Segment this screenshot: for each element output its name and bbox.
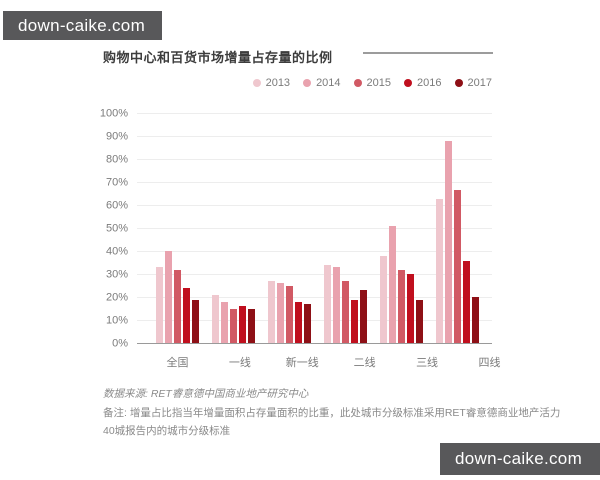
y-tick-label: 80%	[105, 153, 128, 166]
legend-dot-icon	[303, 79, 312, 87]
legend-item-2017: 2017	[454, 77, 492, 89]
bar-2013	[380, 255, 387, 343]
y-tick-label: 60%	[105, 199, 128, 212]
bar-group-二线	[324, 114, 367, 343]
gridline	[137, 182, 492, 183]
gridline	[137, 274, 492, 275]
legend-dot-icon	[252, 79, 261, 87]
y-tick-label: 20%	[105, 291, 128, 304]
legend-label: 2015	[366, 77, 392, 89]
x-tick-label: 新一线	[285, 357, 319, 369]
footnote-line2: 40城报告内的城市分级标准	[103, 425, 231, 437]
y-tick-label: 70%	[105, 176, 128, 189]
x-tick-label: 三线	[416, 357, 439, 369]
bar-group-四线	[436, 114, 479, 343]
legend-dot-icon	[454, 79, 463, 87]
legend-label: 2017	[467, 77, 492, 89]
gridline	[137, 251, 492, 252]
x-axis-line	[137, 343, 492, 344]
bar-2013	[156, 267, 163, 343]
y-tick-label: 40%	[105, 245, 128, 258]
legend-item-2014: 2014	[303, 77, 341, 89]
bar-2016	[295, 301, 302, 343]
chart-title: 购物中心和百货市场增量占存量的比例	[103, 50, 333, 65]
gridline	[137, 113, 492, 114]
bar-group-全国	[156, 114, 199, 343]
gridline	[137, 228, 492, 229]
legend-item-2016: 2016	[404, 77, 442, 89]
legend-label: 2016	[417, 77, 442, 89]
bar-2015	[342, 281, 349, 343]
bar-group-三线	[380, 114, 423, 343]
bar-2014	[445, 141, 452, 343]
bar-2016	[407, 274, 414, 343]
bar-2015	[174, 269, 181, 343]
gridline	[137, 159, 492, 160]
bar-2017	[304, 304, 311, 343]
watermark-top-left: down-caike.com	[3, 11, 162, 40]
bar-2014	[389, 226, 396, 343]
y-tick-label: 10%	[105, 314, 128, 327]
bar-2015	[230, 308, 237, 343]
gridline	[137, 320, 492, 321]
bars-row	[137, 114, 492, 343]
bar-group-一线	[212, 114, 255, 343]
legend-label: 2014	[316, 77, 341, 89]
bar-2017	[360, 290, 367, 343]
y-tick-label: 100%	[99, 107, 128, 120]
y-tick-label: 50%	[105, 222, 128, 235]
x-tick-label: 四线	[478, 357, 501, 369]
gridline	[137, 205, 492, 206]
bar-2015	[286, 285, 293, 343]
footnote-line1: 备注: 增量占比指当年增量面积占存量面积的比重，此处城市分级标准采用RET睿意德…	[103, 407, 561, 419]
bar-group-新一线	[268, 114, 311, 343]
bar-2014	[277, 283, 284, 343]
title-rule	[363, 52, 493, 54]
legend-dot-icon	[404, 79, 413, 87]
legend: 2013 2014 2015 2016 2017	[252, 77, 492, 89]
bar-2014	[221, 301, 228, 343]
bar-2017	[192, 299, 199, 343]
bar-2014	[165, 251, 172, 343]
bar-2016	[239, 306, 246, 343]
bar-2013	[212, 294, 219, 343]
x-tick-label: 一线	[228, 357, 251, 369]
bar-2017	[416, 299, 423, 343]
y-tick-label: 30%	[105, 268, 128, 281]
bar-2016	[351, 299, 358, 343]
bar-2016	[463, 260, 470, 343]
bar-2014	[333, 267, 340, 343]
legend-item-2013: 2013	[252, 77, 291, 89]
x-tick-label: 全国	[166, 357, 189, 369]
bar-2013	[268, 281, 275, 343]
bar-2017	[472, 297, 479, 343]
y-axis-labels: 0% 10% 20% 30% 40% 50% 60% 70% 80% 90% 100%	[55, 108, 128, 349]
gridline	[137, 297, 492, 298]
bar-2013	[324, 265, 331, 343]
watermark-text: down-caike.com	[455, 449, 583, 468]
y-tick-label: 0%	[112, 337, 128, 350]
y-tick-label: 90%	[105, 130, 128, 143]
legend-label: 2013	[265, 77, 291, 89]
watermark-bottom-right: down-caike.com	[440, 443, 600, 475]
gridline	[137, 136, 492, 137]
data-source-note: 数据来源: RET睿意德中国商业地产研究中心	[103, 388, 309, 400]
plot-area	[137, 113, 492, 344]
bar-2017	[248, 308, 255, 343]
bar-2013	[436, 198, 443, 343]
bar-2015	[454, 189, 461, 343]
bar-2015	[398, 269, 405, 343]
watermark-text: down-caike.com	[18, 15, 146, 35]
x-tick-label: 二线	[353, 357, 376, 369]
legend-dot-icon	[353, 79, 362, 87]
legend-item-2015: 2015	[353, 77, 392, 89]
x-axis-labels: 全国 一线 新一线 二线 三线 四线	[137, 354, 524, 370]
bar-2016	[183, 288, 190, 343]
